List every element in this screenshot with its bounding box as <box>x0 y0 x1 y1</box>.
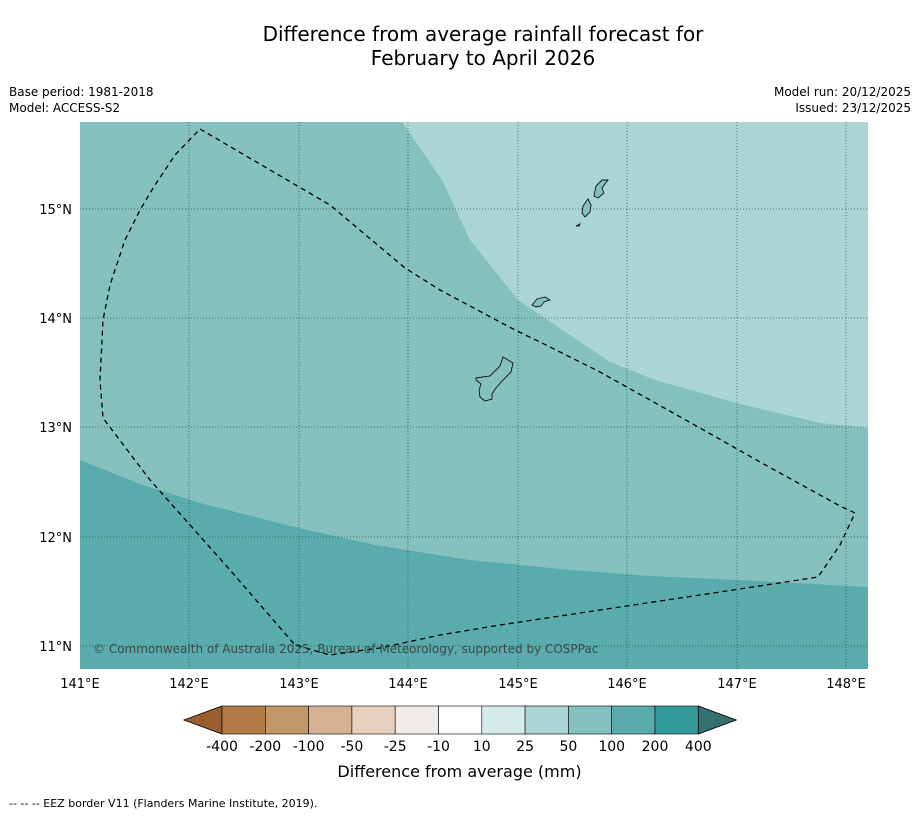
island-aguijan <box>575 222 582 227</box>
colorbar-swatch <box>308 705 353 735</box>
lon-label-148: 148°E <box>826 677 866 692</box>
colorbar-label: -200 <box>249 739 281 755</box>
issued-date: Issued: 23/12/2025 <box>795 101 911 115</box>
island-saipan <box>593 179 609 199</box>
title-line-1: Difference from average rainfall forecas… <box>262 22 704 46</box>
lon-label-145: 145°E <box>498 677 538 692</box>
lon-label-141: 141°E <box>60 677 100 692</box>
eez-footnote: -- -- -- EEZ border V11 (Flanders Marine… <box>9 797 318 810</box>
lat-tick-labels: 15°N 14°N 13°N 12°N 11°N <box>39 203 72 655</box>
lat-label-11: 11°N <box>39 640 72 655</box>
colorbar-swatch <box>568 705 613 735</box>
lon-label-146: 146°E <box>607 677 647 692</box>
colorbar-label: -400 <box>206 739 238 755</box>
colorbar-label: 50 <box>559 739 577 755</box>
colorbar-swatch <box>394 705 439 735</box>
colorbar-swatch <box>654 705 699 735</box>
island-tinian <box>581 198 592 218</box>
colorbar: -400 -200 -100 -50 -25 -10 10 25 50 100 200 400 <box>182 705 738 755</box>
lat-label-13: 13°N <box>39 421 72 436</box>
lon-label-147: 147°E <box>717 677 757 692</box>
colorbar-swatch <box>221 705 266 735</box>
lat-label-14: 14°N <box>39 312 72 327</box>
map-area: © Commonwealth of Australia 2025, Bureau… <box>80 122 868 669</box>
colorbar-label: 400 <box>685 739 712 755</box>
meta-left: Base period: 1981-2018 Model: ACCESS-S2 <box>9 84 154 116</box>
colorbar-label: 10 <box>473 739 491 755</box>
colorbar-label: -25 <box>384 739 407 755</box>
lat-label-12: 12°N <box>39 531 72 546</box>
lat-label-15: 15°N <box>39 203 72 218</box>
rainfall-zone-100-200 <box>80 460 868 669</box>
colorbar-extend-low <box>182 705 223 735</box>
lon-label-143: 143°E <box>279 677 319 692</box>
lon-label-142: 142°E <box>169 677 209 692</box>
colorbar-title: Difference from average (mm) <box>337 762 582 781</box>
islands <box>475 179 609 402</box>
rainfall-zone-25-50 <box>402 122 868 428</box>
colorbar-swatch <box>264 705 309 735</box>
colorbar-label: -50 <box>340 739 363 755</box>
copyright-notice: © Commonwealth of Australia 2025, Bureau… <box>93 642 598 656</box>
colorbar-label: -10 <box>427 739 450 755</box>
island-guam <box>475 356 514 402</box>
colorbar-swatch <box>481 705 526 735</box>
colorbar-swatch <box>438 705 483 735</box>
meta-right: Model run: 20/12/2025 Issued: 23/12/2025 <box>774 84 911 116</box>
colorbar-extend-high <box>697 705 738 735</box>
chart-title: Difference from average rainfall forecas… <box>0 22 919 70</box>
colorbar-label: 100 <box>598 739 625 755</box>
lon-tick-labels: 141°E 142°E 143°E 144°E 145°E 146°E 147°… <box>60 677 866 692</box>
colorbar-label: 25 <box>516 739 534 755</box>
base-period: Base period: 1981-2018 <box>9 85 154 99</box>
colorbar-label: 200 <box>642 739 669 755</box>
colorbar-label: -100 <box>293 739 325 755</box>
title-line-2: February to April 2026 <box>370 46 596 70</box>
model-name: Model: ACCESS-S2 <box>9 101 121 115</box>
colorbar-swatch <box>351 705 396 735</box>
colorbar-swatch <box>524 705 569 735</box>
graticule <box>80 122 868 669</box>
colorbar-swatch <box>611 705 656 735</box>
lon-label-144: 144°E <box>388 677 428 692</box>
eez-border <box>99 128 856 656</box>
island-rota <box>531 296 552 308</box>
model-run: Model run: 20/12/2025 <box>773 85 911 99</box>
